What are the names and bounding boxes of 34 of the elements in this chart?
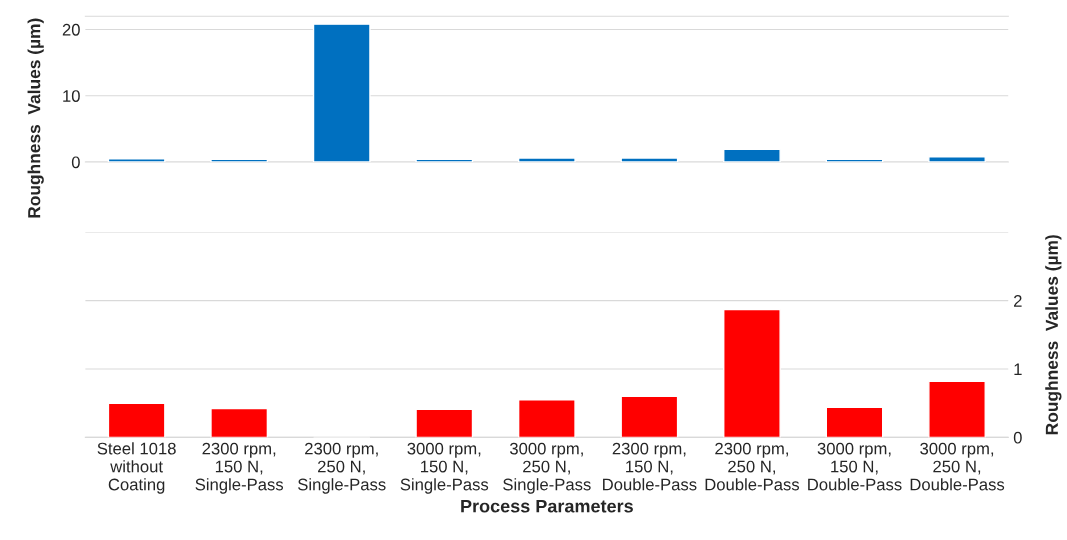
y2-tick-label: 1 xyxy=(1014,363,1022,376)
y2-axis-title: Roughness Values (µm) xyxy=(1045,235,1062,435)
bar xyxy=(517,157,576,162)
bar xyxy=(620,157,679,162)
x-tick-label: 2300 rpm, 150 N, Single-Pass xyxy=(195,442,284,494)
bar xyxy=(415,408,474,438)
y-tick-label: 10 xyxy=(63,90,80,102)
y2-tick-label: 2 xyxy=(1014,295,1022,307)
bar xyxy=(107,402,166,438)
x-tick-label: 2300 rpm, 250 N, Double-Pass xyxy=(705,442,800,491)
bar xyxy=(620,395,679,438)
x-tick-label: 3000 rpm, 150 N, Single-Pass xyxy=(400,442,489,494)
y-tick-label: 20 xyxy=(62,23,80,36)
bar xyxy=(723,148,781,162)
y-axis-title: Roughness Values (µm) xyxy=(27,18,44,218)
bar xyxy=(415,158,474,162)
bar xyxy=(825,406,884,438)
bar xyxy=(517,399,576,438)
bar xyxy=(928,380,986,438)
x-tick-label: 2300 rpm, 250 N, Single-Pass xyxy=(298,442,386,494)
bar xyxy=(210,158,269,162)
x-tick-label: 3000 rpm, 150 N, Double-Pass xyxy=(808,442,902,491)
x-tick-label: 3000 rpm, 250 N, Double-Pass xyxy=(910,442,1005,491)
y2-tick-label: 0 xyxy=(1013,431,1022,444)
x-tick-label: 2300 rpm, 150 N, Double-Pass xyxy=(603,442,697,491)
bar xyxy=(928,156,986,162)
bar xyxy=(107,157,166,162)
y-tick-label: 0 xyxy=(71,156,80,169)
x-tick-label: Steel 1018 without Coating xyxy=(97,442,176,494)
bar xyxy=(312,23,371,162)
x-axis-title: Process Parameters xyxy=(461,499,633,513)
x-tick-label: 3000 rpm, 250 N, Single-Pass xyxy=(503,442,591,494)
bar xyxy=(210,407,269,438)
bar xyxy=(723,308,781,438)
